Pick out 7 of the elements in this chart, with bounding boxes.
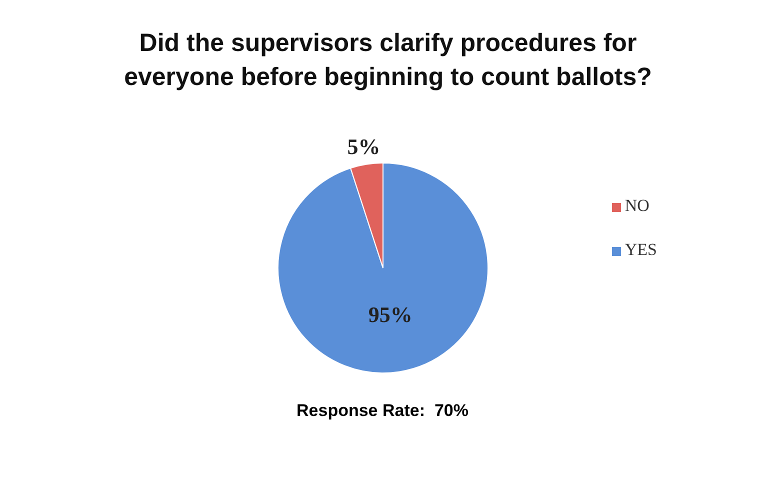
legend-label: NO xyxy=(624,196,650,215)
data-label: 95% xyxy=(368,302,412,328)
legend-label: YES xyxy=(624,240,657,259)
text: Response Rate: 70% xyxy=(296,401,470,421)
pie-slice xyxy=(278,162,488,374)
chart-title: Did the supervisors clarify procedures for everyone before beginning to count ballots? xyxy=(123,28,653,93)
data-label: 5% xyxy=(347,134,380,160)
